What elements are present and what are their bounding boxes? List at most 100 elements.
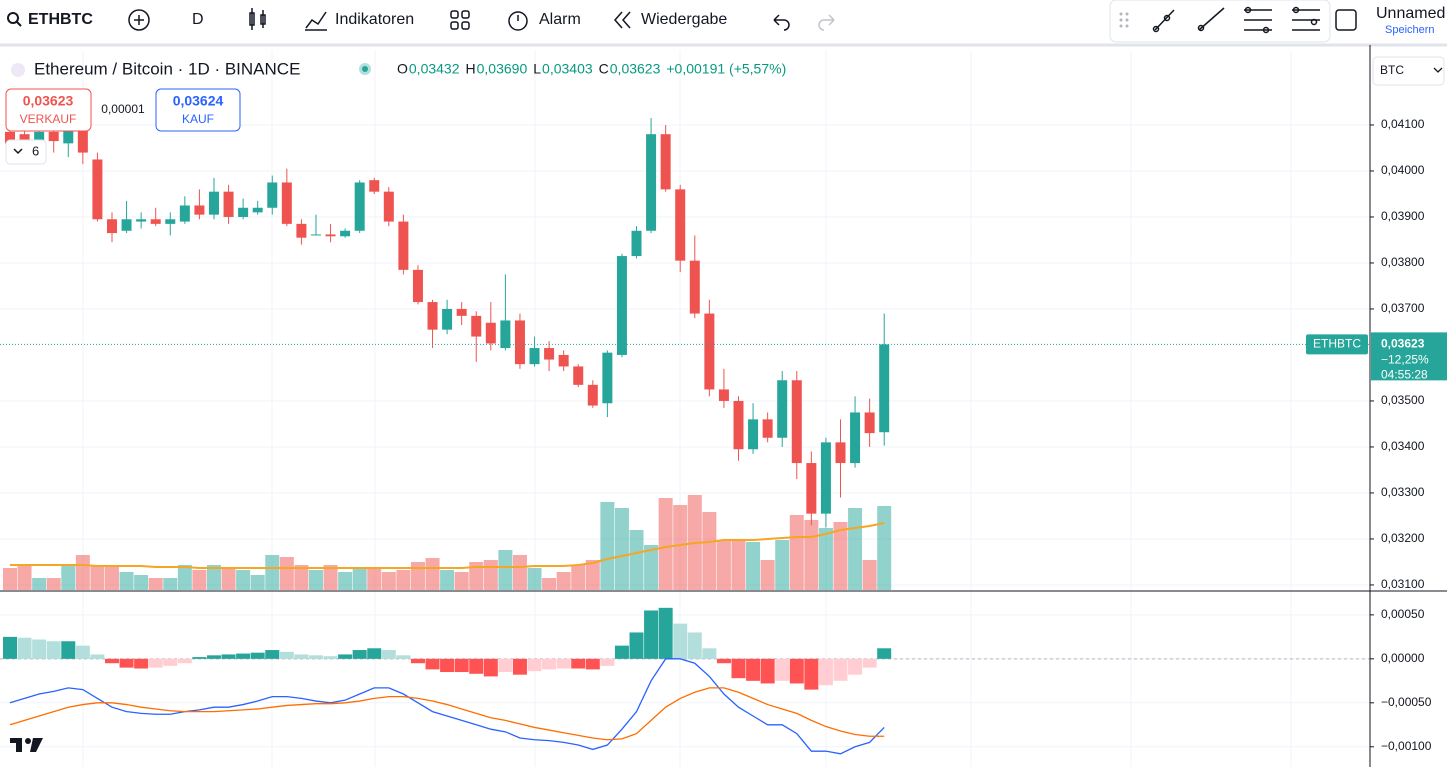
alert[interactable]: Alarm	[539, 11, 581, 28]
macd-histogram-bar	[367, 648, 382, 659]
replay[interactable]: Wiedergabe	[641, 11, 727, 28]
macd-tick-label: 0,00050	[1381, 607, 1425, 621]
candle-body	[136, 219, 147, 222]
candle-body	[34, 131, 45, 144]
ray-tool[interactable]	[1197, 7, 1225, 32]
buy-price[interactable]: 0,03624	[173, 93, 224, 109]
macd-histogram-bar	[644, 610, 659, 659]
channel-tool[interactable]	[1292, 6, 1320, 31]
indicator-count[interactable]: 6	[32, 143, 39, 158]
save-button[interactable]: Speichern	[1385, 24, 1435, 36]
candle-body	[165, 219, 176, 224]
replay-button[interactable]: Wiedergabe	[614, 11, 727, 29]
volume-bar	[527, 568, 542, 590]
candle-body	[762, 419, 773, 438]
ohlc-value: 0,03690	[477, 61, 528, 77]
buy-label[interactable]: KAUF	[182, 112, 214, 126]
candle-body	[675, 189, 686, 261]
symbol-search[interactable]: ETHBTC	[7, 11, 93, 28]
candle-body	[485, 322, 496, 344]
volume-bar	[90, 565, 105, 590]
candle-body	[529, 348, 540, 365]
macd-histogram-bar	[396, 655, 411, 659]
candle-body	[733, 400, 744, 450]
sell-label[interactable]: VERKAUF	[20, 112, 77, 126]
volume-bar	[804, 520, 819, 590]
fib-tool[interactable]	[1244, 6, 1272, 34]
macd-histogram-bar	[527, 658, 542, 672]
layout-name[interactable]: Unnamed	[1376, 5, 1445, 22]
volume-bar	[308, 570, 323, 590]
volume-bar	[104, 565, 119, 590]
macd-histogram-bar	[308, 655, 323, 659]
y-tick-label: 0,04100	[1381, 117, 1425, 131]
undo-button[interactable]	[773, 14, 790, 31]
candle-body	[748, 419, 759, 450]
chart-type-button[interactable]	[249, 8, 266, 30]
macd-histogram-bar	[206, 655, 221, 659]
candle-body	[296, 223, 307, 238]
volume-bar	[3, 568, 17, 590]
candle-body	[850, 412, 861, 464]
indicators-button[interactable]: Indikatoren	[305, 11, 414, 31]
candle-body	[820, 442, 831, 514]
volume-ma-line	[10, 522, 885, 569]
macd-histogram-bar	[760, 658, 775, 684]
macd-histogram-bar	[775, 658, 790, 681]
macd-histogram-bar	[877, 648, 892, 659]
candle-body	[267, 182, 278, 208]
candle-body	[864, 412, 875, 434]
y-tick-label: 0,03900	[1381, 209, 1425, 223]
currency[interactable]: BTC	[1380, 63, 1404, 77]
candle-body	[398, 221, 409, 270]
macd-histogram-bar	[250, 652, 265, 659]
ohlc-value: 0,03623	[610, 61, 661, 77]
alert-button[interactable]: Alarm	[508, 11, 581, 31]
tv-logo	[10, 738, 43, 752]
volume-bar	[833, 522, 848, 590]
volume-bar	[221, 568, 236, 590]
volume-bar	[614, 508, 629, 590]
interval[interactable]: D	[192, 11, 204, 28]
macd-histogram-bar	[498, 658, 513, 673]
indicators[interactable]: Indikatoren	[335, 11, 414, 28]
macd-tick-label: −0,00100	[1381, 739, 1432, 753]
symbol[interactable]: ETHBTC	[28, 11, 93, 28]
volume-bar	[279, 557, 294, 590]
macd-tick-label: −0,00050	[1381, 695, 1432, 709]
macd-histogram-bar	[629, 632, 644, 659]
volume-bar	[250, 575, 265, 590]
candle-body	[631, 230, 642, 257]
volume-bar	[789, 515, 804, 590]
macd-histogram-bar	[32, 639, 47, 659]
spread: 0,00001	[101, 102, 145, 116]
redo-button[interactable]	[818, 14, 835, 31]
trend-line-tool[interactable]	[1152, 9, 1175, 33]
layouts-button[interactable]	[450, 10, 470, 30]
volume-bar	[46, 578, 61, 590]
currency-select[interactable]: BTC	[1372, 56, 1445, 86]
ohlc-label: O	[397, 61, 408, 77]
macd-histogram-bar	[104, 658, 119, 664]
screenshot-button[interactable]	[1335, 9, 1357, 31]
macd-histogram-bar	[658, 607, 673, 659]
sell-price[interactable]: 0,03623	[23, 93, 74, 109]
volume-bar	[585, 560, 600, 590]
macd-histogram-bar	[804, 658, 819, 690]
candle-body	[77, 129, 88, 153]
ohlc-value: 0,03403	[542, 61, 593, 77]
compare-button[interactable]	[128, 9, 150, 31]
macd-histogram-bar	[746, 658, 761, 681]
candle-body	[544, 348, 555, 360]
candle-body	[325, 234, 336, 237]
ohlc-value: 0,03432	[409, 61, 460, 77]
macd-histogram-bar	[294, 654, 309, 659]
volume-bar	[440, 570, 455, 590]
buy-button[interactable]: 0,03624 KAUF	[155, 88, 241, 132]
sell-button[interactable]: 0,03623 VERKAUF	[5, 88, 92, 132]
y-tick-label: 0,03200	[1381, 531, 1425, 545]
legend-collapse[interactable]: 6	[5, 139, 47, 165]
candle-body	[63, 129, 74, 144]
candle-body	[558, 354, 569, 367]
